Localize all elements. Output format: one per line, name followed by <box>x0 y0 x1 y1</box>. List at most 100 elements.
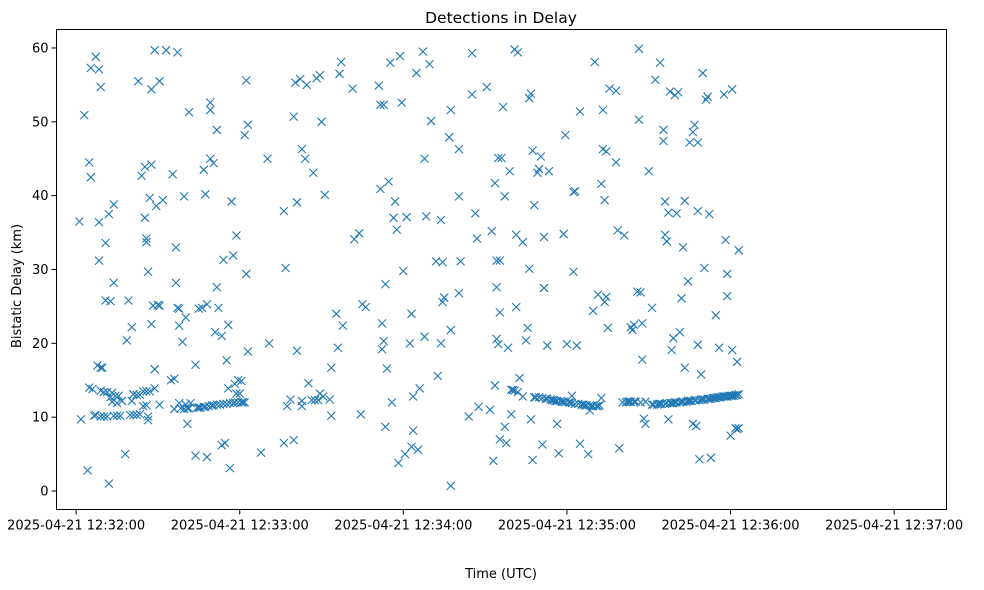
data-point-marker <box>147 160 156 170</box>
data-point-marker <box>688 127 698 137</box>
data-point-marker <box>732 390 742 400</box>
data-point-marker <box>446 325 456 335</box>
data-point-marker <box>699 263 709 273</box>
data-point-marker <box>236 376 246 386</box>
data-point-marker <box>171 242 181 252</box>
data-point-marker <box>318 392 328 401</box>
data-point-marker <box>588 306 598 316</box>
data-point-marker <box>84 158 94 167</box>
data-point-marker <box>115 411 125 421</box>
data-point-marker <box>290 78 300 88</box>
data-point-marker <box>236 398 246 407</box>
data-point-marker <box>729 391 739 401</box>
data-point-marker <box>94 64 104 74</box>
data-point-marker <box>420 332 429 342</box>
data-point-marker <box>390 197 400 206</box>
data-point-marker <box>492 282 501 292</box>
data-point-marker <box>408 426 418 435</box>
data-point-marker <box>142 234 151 243</box>
data-point-marker <box>138 386 148 396</box>
data-point-marker <box>402 212 411 222</box>
data-point-marker <box>546 395 555 404</box>
data-point-marker <box>97 363 107 373</box>
data-point-marker <box>490 381 500 390</box>
data-point-marker <box>634 115 644 124</box>
data-point-marker <box>596 393 606 403</box>
data-point-marker <box>238 398 248 407</box>
data-point-marker <box>596 179 606 189</box>
data-point-marker <box>528 455 537 465</box>
data-point-marker <box>349 234 359 244</box>
data-point-marker <box>94 256 104 266</box>
data-point-marker <box>734 423 744 433</box>
data-point-marker <box>722 269 732 279</box>
data-point-marker <box>493 339 503 349</box>
data-point-marker <box>279 438 289 448</box>
data-point-marker <box>691 421 701 431</box>
data-point-marker <box>472 234 482 243</box>
data-point-marker <box>721 235 731 245</box>
data-point-marker <box>379 336 389 346</box>
data-point-marker <box>289 435 299 445</box>
data-point-marker <box>590 57 600 67</box>
data-point-marker <box>297 144 307 154</box>
data-point-marker <box>502 438 511 448</box>
data-point-marker <box>595 400 605 410</box>
data-point-marker <box>678 242 688 252</box>
data-point-marker <box>407 442 416 452</box>
data-point-marker <box>433 371 443 381</box>
data-point-marker <box>506 385 516 395</box>
data-point-marker <box>467 90 477 99</box>
data-point-marker <box>508 385 518 395</box>
data-point-marker <box>326 363 336 373</box>
x-tick-label: 2025-04-21 12:37:00 <box>825 519 963 534</box>
data-point-marker <box>376 184 385 194</box>
data-point-marker <box>542 341 552 350</box>
data-point-marker <box>523 323 533 333</box>
data-point-marker <box>474 402 483 412</box>
data-point-marker <box>663 208 673 218</box>
data-point-marker <box>400 449 410 459</box>
data-point-marker <box>497 153 506 163</box>
data-point-marker <box>335 69 344 79</box>
data-point-marker <box>659 125 668 135</box>
data-point-marker <box>637 319 647 328</box>
data-point-marker <box>554 448 564 458</box>
y-tick-label: 0 <box>40 485 48 500</box>
data-point-marker <box>217 331 227 341</box>
data-point-marker <box>575 439 585 449</box>
data-point-marker <box>518 237 528 247</box>
data-point-marker <box>395 51 405 61</box>
data-point-marker <box>286 395 295 404</box>
y-tick-label: 60 <box>32 41 49 56</box>
data-point-marker <box>539 283 549 293</box>
data-point-marker <box>528 146 537 155</box>
data-point-marker <box>495 434 505 444</box>
data-point-marker <box>701 95 711 105</box>
data-point-marker <box>413 445 423 455</box>
data-point-marker <box>412 68 421 78</box>
data-point-marker <box>644 166 654 176</box>
data-point-marker <box>218 255 228 265</box>
data-point-marker <box>698 68 708 78</box>
data-point-marker <box>732 357 742 367</box>
data-point-marker <box>426 116 436 126</box>
data-point-marker <box>161 45 171 55</box>
data-point-marker <box>150 384 160 393</box>
data-point-marker <box>647 303 657 313</box>
data-point-marker <box>94 217 104 227</box>
data-point-marker <box>521 336 531 345</box>
data-point-marker <box>281 263 290 273</box>
data-point-marker <box>492 334 501 344</box>
data-point-marker <box>209 158 218 168</box>
data-point-marker <box>641 419 650 429</box>
data-point-marker <box>655 58 665 68</box>
data-point-marker <box>619 231 629 240</box>
data-point-marker <box>199 165 209 175</box>
data-point-marker <box>112 411 122 421</box>
data-point-marker <box>243 120 253 130</box>
data-point-marker <box>629 320 639 330</box>
data-point-marker <box>181 313 191 322</box>
x-tick-label: 2025-04-21 12:32:00 <box>7 519 145 534</box>
data-point-marker <box>436 338 446 348</box>
